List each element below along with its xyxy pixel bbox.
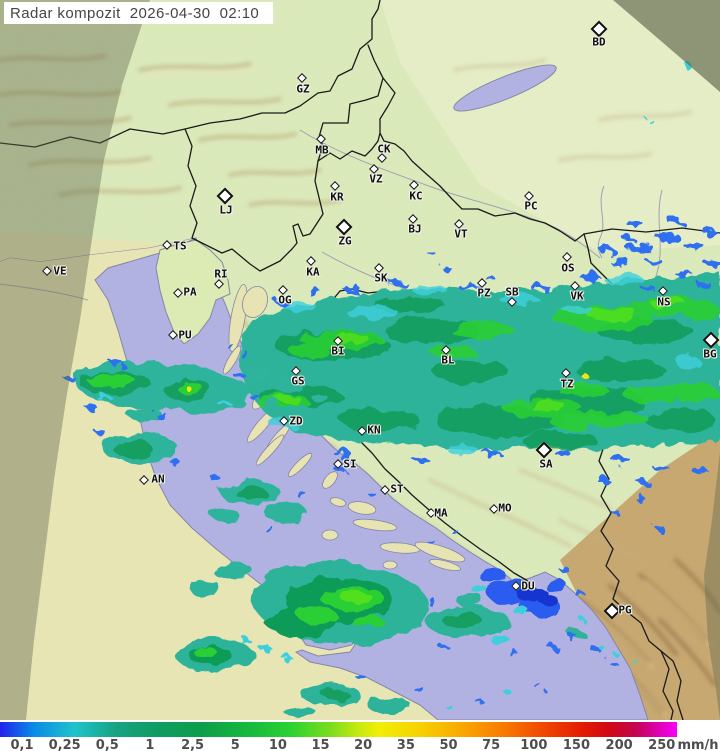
legend-tick-label: 50: [439, 738, 458, 751]
legend-tick-label: 75: [482, 738, 501, 751]
legend-tick-label: 250: [648, 738, 676, 751]
legend-unit: mm/h: [677, 738, 719, 751]
legend-tick-label: 100: [520, 738, 548, 751]
legend-tick-label: 35: [396, 738, 415, 751]
title-box: Radar kompozit 2026-04-30 02:10: [4, 2, 274, 24]
legend-tick-label: 15: [311, 738, 330, 751]
radar-map-image: [0, 0, 720, 720]
precipitation-layer: [64, 63, 720, 718]
legend-tick-label: 20: [354, 738, 373, 751]
istria-peninsula: [155, 239, 231, 345]
legend-tick-label: 0,1: [10, 738, 34, 751]
legend-tick-label: 150: [562, 738, 591, 751]
legend-tick-label: 0,5: [95, 738, 119, 751]
map-title: Radar kompozit 2026-04-30 02:10: [10, 4, 260, 22]
precipitation-legend: mm/h 0,1 0,25 0,5 1 2,5 5 10 15 20 35 50 75 100 150 20…: [0, 720, 720, 751]
legend-labels: mm/h 0,1 0,25 0,5 1 2,5 5 10 15 20 35 50 75 100 150 20…: [0, 738, 720, 751]
lake-balaton: [453, 64, 557, 112]
legend-tick-label: 2,5: [181, 738, 205, 751]
islands-layer: [222, 284, 466, 572]
radar-range-mask: [0, 0, 720, 720]
legend-tick-label: 0,25: [48, 738, 81, 751]
radar-map: BD GZ MB CK VZ KR KC LJ PC ZG BJ VT TS VE RI OS KA SK PA OG…: [0, 0, 720, 720]
legend-tick-label: 5: [230, 738, 240, 751]
legend-tick-label: 10: [268, 738, 287, 751]
sea-adriatic: [0, 64, 649, 720]
legend-color-scale: [0, 722, 677, 737]
legend-tick-label: 200: [605, 738, 633, 751]
legend-tick-label: 1: [145, 738, 155, 751]
